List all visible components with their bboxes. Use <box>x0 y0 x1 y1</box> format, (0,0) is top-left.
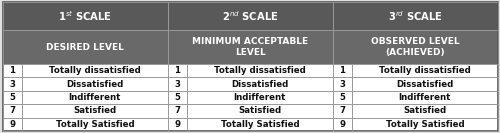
Bar <box>22 118 168 131</box>
Bar <box>188 91 332 104</box>
Bar <box>2 77 22 91</box>
Text: 2$^{nd}$ SCALE: 2$^{nd}$ SCALE <box>222 9 278 23</box>
Text: 3: 3 <box>174 80 180 89</box>
Bar <box>188 64 332 77</box>
Bar <box>168 2 332 30</box>
Text: 1: 1 <box>10 66 16 75</box>
Bar <box>332 64 352 77</box>
Text: Totally dissatisfied: Totally dissatisfied <box>49 66 141 75</box>
Text: Dissatisfied: Dissatisfied <box>396 80 454 89</box>
Text: Dissatisfied: Dissatisfied <box>66 80 124 89</box>
Text: 9: 9 <box>10 120 16 129</box>
Bar <box>332 118 352 131</box>
Bar <box>168 64 188 77</box>
Text: 7: 7 <box>340 106 345 115</box>
Text: Indifferent: Indifferent <box>234 93 286 102</box>
Text: 7: 7 <box>174 106 180 115</box>
Bar <box>22 64 168 77</box>
Text: 5: 5 <box>10 93 16 102</box>
Text: DESIRED LEVEL: DESIRED LEVEL <box>46 43 124 52</box>
Text: Totally Satisfied: Totally Satisfied <box>220 120 299 129</box>
Text: 7: 7 <box>10 106 16 115</box>
Text: 1: 1 <box>340 66 345 75</box>
Text: OBSERVED LEVEL
(ACHIEVED): OBSERVED LEVEL (ACHIEVED) <box>370 37 460 57</box>
Text: MINIMUM ACCEPTABLE
LEVEL: MINIMUM ACCEPTABLE LEVEL <box>192 37 308 57</box>
Text: Totally dissatisfied: Totally dissatisfied <box>214 66 306 75</box>
Text: Indifferent: Indifferent <box>398 93 451 102</box>
Bar <box>168 91 188 104</box>
Bar <box>332 30 498 64</box>
Bar <box>188 77 332 91</box>
Text: 3: 3 <box>340 80 345 89</box>
Bar <box>168 77 188 91</box>
Text: 5: 5 <box>174 93 180 102</box>
Bar <box>22 77 168 91</box>
Text: 9: 9 <box>340 120 345 129</box>
Text: 3$^{rd}$ SCALE: 3$^{rd}$ SCALE <box>388 9 442 23</box>
Text: Indifferent: Indifferent <box>68 93 121 102</box>
Text: Dissatisfied: Dissatisfied <box>232 80 288 89</box>
Bar <box>22 104 168 118</box>
Bar <box>188 118 332 131</box>
Bar <box>2 118 22 131</box>
Bar <box>2 30 168 64</box>
Bar <box>332 77 352 91</box>
Text: Satisfied: Satisfied <box>74 106 116 115</box>
Bar <box>2 104 22 118</box>
Bar <box>352 118 498 131</box>
Text: 3: 3 <box>10 80 16 89</box>
Text: 1: 1 <box>174 66 180 75</box>
Bar <box>352 77 498 91</box>
Bar <box>332 91 352 104</box>
Bar <box>168 118 188 131</box>
Bar <box>2 64 22 77</box>
Text: 9: 9 <box>174 120 180 129</box>
Bar <box>2 91 22 104</box>
Text: Totally Satisfied: Totally Satisfied <box>56 120 134 129</box>
Bar <box>22 91 168 104</box>
Bar <box>352 104 498 118</box>
Bar <box>168 30 332 64</box>
Text: Totally Satisfied: Totally Satisfied <box>386 120 464 129</box>
Bar <box>352 91 498 104</box>
Text: Totally dissatisfied: Totally dissatisfied <box>379 66 471 75</box>
Bar <box>2 2 168 30</box>
Bar <box>188 104 332 118</box>
Bar <box>168 104 188 118</box>
Bar <box>332 2 498 30</box>
Bar <box>332 104 352 118</box>
Text: Satisfied: Satisfied <box>238 106 282 115</box>
Text: Satisfied: Satisfied <box>404 106 446 115</box>
Text: 1$^{st}$ SCALE: 1$^{st}$ SCALE <box>58 9 112 23</box>
Bar <box>352 64 498 77</box>
Text: 5: 5 <box>340 93 345 102</box>
